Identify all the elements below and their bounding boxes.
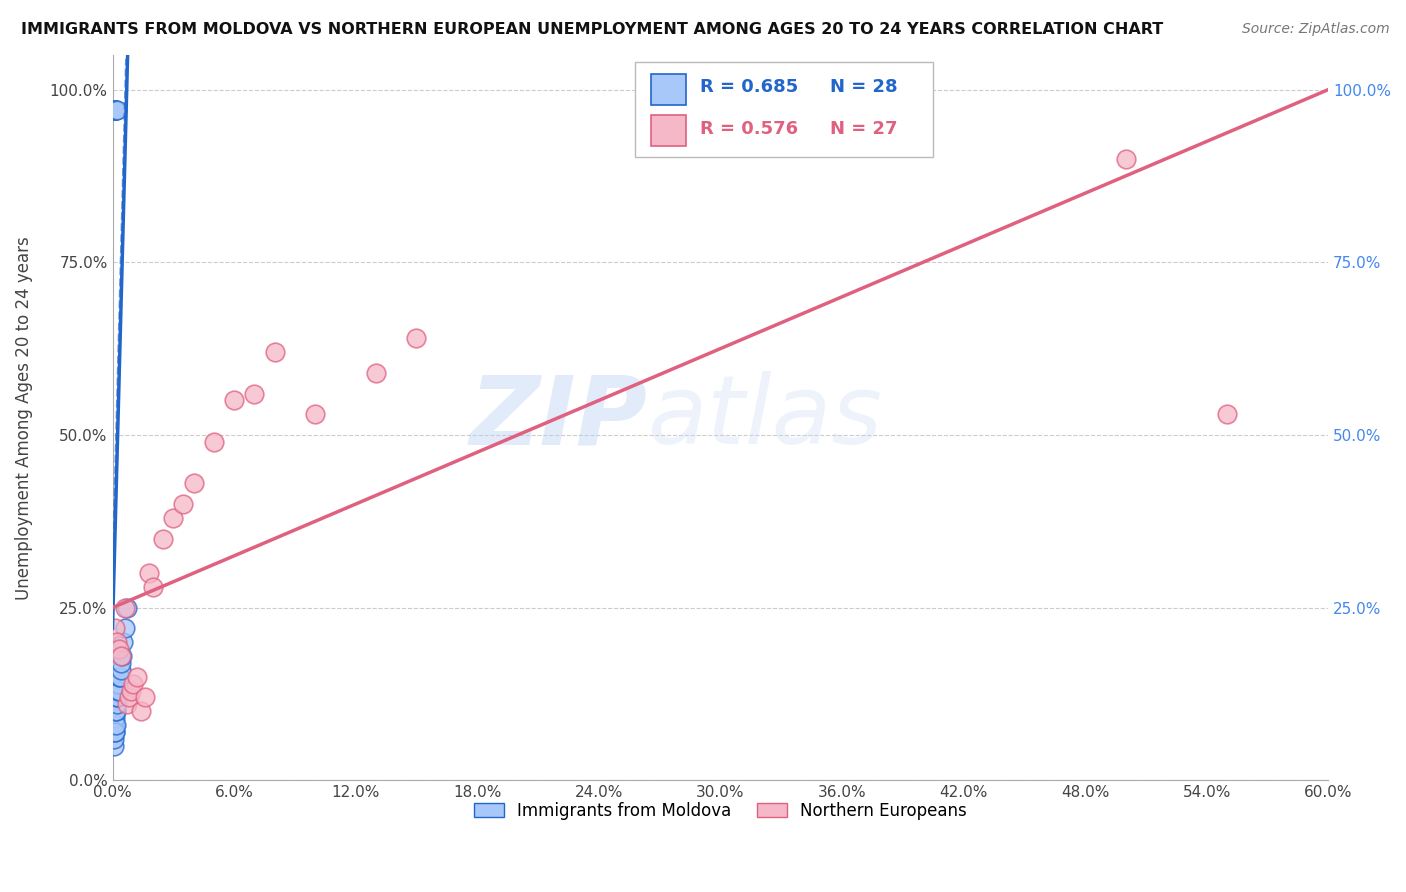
Text: N = 27: N = 27 <box>830 120 897 137</box>
Point <box>114 600 136 615</box>
Point <box>110 663 132 677</box>
Point <box>121 676 143 690</box>
Point <box>111 635 134 649</box>
Point <box>103 739 125 753</box>
Text: IMMIGRANTS FROM MOLDOVA VS NORTHERN EUROPEAN UNEMPLOYMENT AMONG AGES 20 TO 24 YE: IMMIGRANTS FROM MOLDOVA VS NORTHERN EURO… <box>21 22 1163 37</box>
Point <box>243 386 266 401</box>
Point <box>104 718 127 732</box>
Point <box>110 656 132 670</box>
Point <box>120 683 142 698</box>
Text: Source: ZipAtlas.com: Source: ZipAtlas.com <box>1241 22 1389 37</box>
Text: R = 0.685: R = 0.685 <box>700 78 799 96</box>
Point <box>110 648 132 663</box>
Point <box>104 711 127 725</box>
FancyBboxPatch shape <box>651 115 686 145</box>
Point <box>183 476 205 491</box>
Point <box>1115 152 1137 166</box>
Point <box>115 600 138 615</box>
Point <box>105 635 128 649</box>
Point <box>202 434 225 449</box>
Point <box>115 698 138 712</box>
Point <box>138 566 160 581</box>
Point <box>134 690 156 705</box>
Point <box>104 725 127 739</box>
FancyBboxPatch shape <box>636 62 934 157</box>
Point <box>108 670 131 684</box>
Point <box>104 103 127 118</box>
Point <box>105 690 128 705</box>
FancyBboxPatch shape <box>651 74 686 105</box>
Point <box>1216 407 1239 421</box>
Point <box>107 683 129 698</box>
Point <box>405 331 427 345</box>
Text: N = 28: N = 28 <box>830 78 897 96</box>
Point <box>104 718 127 732</box>
Point <box>107 676 129 690</box>
Y-axis label: Unemployment Among Ages 20 to 24 years: Unemployment Among Ages 20 to 24 years <box>15 235 32 599</box>
Point <box>103 725 125 739</box>
Point <box>263 345 285 359</box>
Point <box>104 103 127 118</box>
Text: atlas: atlas <box>647 371 883 464</box>
Point <box>105 704 128 718</box>
Point <box>103 731 125 746</box>
Point <box>172 497 194 511</box>
Point <box>107 642 129 657</box>
Point <box>111 648 134 663</box>
Point <box>304 407 326 421</box>
Text: R = 0.576: R = 0.576 <box>700 120 797 137</box>
Point <box>103 621 125 635</box>
Point <box>129 704 152 718</box>
Point <box>104 103 127 118</box>
Point <box>114 621 136 635</box>
Point <box>105 690 128 705</box>
Point <box>105 103 128 118</box>
Point <box>103 103 125 118</box>
Legend: Immigrants from Moldova, Northern Europeans: Immigrants from Moldova, Northern Europe… <box>467 795 973 826</box>
Point <box>107 683 129 698</box>
Point <box>118 690 141 705</box>
Point <box>108 670 131 684</box>
Point <box>364 366 387 380</box>
Text: ZIP: ZIP <box>470 371 647 464</box>
Point <box>125 670 148 684</box>
Point <box>104 704 127 718</box>
Point <box>222 393 245 408</box>
Point <box>142 580 165 594</box>
Point <box>152 532 174 546</box>
Point <box>162 511 184 525</box>
Point <box>105 698 128 712</box>
